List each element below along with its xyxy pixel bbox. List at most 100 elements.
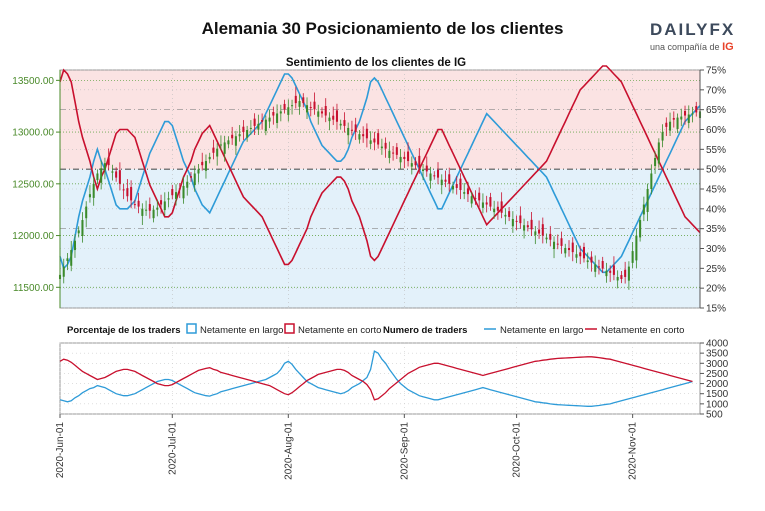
ig-logo: IG <box>722 41 734 53</box>
candle-down <box>335 110 338 122</box>
candle-down <box>474 198 477 200</box>
candle-down <box>624 269 627 277</box>
candle-up <box>631 251 634 263</box>
date-axis: 2020-Jun-01 2020-Jul-01 2020-Aug-01 2020-Se… <box>55 414 639 480</box>
candle-down <box>212 147 215 153</box>
legend-short-label: Netamente en corto <box>298 325 381 336</box>
candle-down <box>684 110 687 116</box>
candle-up <box>594 264 597 272</box>
candle-up <box>287 107 290 115</box>
legend-long-box-icon <box>186 323 197 334</box>
net-long-traders-line <box>59 350 693 407</box>
candle-down <box>189 176 193 178</box>
candle-down <box>302 97 305 104</box>
candle-down <box>418 155 421 168</box>
traders-chart-series <box>59 350 693 407</box>
candle-down <box>433 175 436 177</box>
candle-down <box>384 142 387 149</box>
date-tick-label: 2020-Sep-01 <box>399 422 410 480</box>
candle-up <box>175 192 178 199</box>
candle-up <box>257 123 260 130</box>
candle-up <box>227 140 230 145</box>
candle-up <box>156 207 159 210</box>
candle-down <box>466 188 469 195</box>
dailyfx-logo: DAILYFX <box>650 20 736 39</box>
candle-up <box>380 146 383 149</box>
candle-up <box>141 208 144 216</box>
candle-down <box>373 138 376 143</box>
candle-up <box>234 136 237 146</box>
candle-down <box>332 115 335 120</box>
percent-tick-label: 55% <box>706 145 726 156</box>
candle-up <box>635 235 638 261</box>
candle-down <box>324 106 327 116</box>
candle-down <box>530 219 533 230</box>
date-tick-label: 2020-Aug-01 <box>283 422 294 480</box>
legend-short-traders-label: Netamente en corto <box>601 325 684 336</box>
candle-down <box>283 103 286 110</box>
brand-tagline: una compañía de IG <box>650 41 750 53</box>
legend-long-label: Netamente en largo <box>200 325 283 336</box>
candle-up <box>204 161 207 171</box>
percent-tick-label: 60% <box>706 125 726 136</box>
candle-down <box>354 124 357 133</box>
candle-up <box>575 254 578 258</box>
candle-up <box>646 189 649 212</box>
price-tick-label: 13000.00 <box>12 128 54 139</box>
candle-down <box>489 197 492 207</box>
candle-up <box>193 173 196 186</box>
traders-tick-label: 2500 <box>706 369 729 380</box>
candle-up <box>639 220 642 238</box>
candle-down <box>130 186 133 201</box>
legend-long-traders-label: Netamente en largo <box>500 325 583 336</box>
candle-up <box>276 113 279 123</box>
traders-tick-label: 3500 <box>706 349 729 360</box>
candle-up <box>369 140 372 144</box>
candle-up <box>605 270 608 277</box>
candle-down <box>137 200 140 207</box>
candle-down <box>567 247 571 251</box>
candle-up <box>291 105 294 107</box>
legend-traders-label: Numero de traders <box>383 325 467 336</box>
bearish-zone <box>60 169 700 308</box>
candle-down <box>620 275 623 280</box>
percent-tick-label: 30% <box>706 244 726 255</box>
candle-up <box>111 171 114 173</box>
candle-down <box>253 118 256 126</box>
candle-up <box>676 117 679 129</box>
main-chart-title: Sentimiento de los clientes de IG <box>286 57 466 69</box>
candle-down <box>350 129 353 131</box>
traders-tick-label: 2000 <box>706 379 729 390</box>
candle-down <box>395 147 398 155</box>
candle-down <box>392 152 395 154</box>
candle-up <box>627 266 630 281</box>
candle-down <box>294 95 297 104</box>
candle-up <box>317 111 320 117</box>
legend-percentage-label: Porcentaje de los traders <box>67 325 181 336</box>
candle-up <box>470 196 473 204</box>
date-tick-label: 2020-Jun-01 <box>55 422 66 479</box>
candle-down <box>459 178 462 191</box>
candle-up <box>92 183 95 198</box>
candle-up <box>564 247 567 254</box>
candle-up <box>463 192 466 194</box>
candle-up <box>219 144 222 146</box>
candle-up <box>66 258 69 262</box>
candle-down <box>171 189 174 196</box>
price-tick-label: 12500.00 <box>12 179 54 190</box>
candle-up <box>504 214 507 217</box>
candle-down <box>115 171 118 178</box>
candle-up <box>687 114 690 123</box>
candle-down <box>496 206 499 211</box>
candle-up <box>534 231 537 235</box>
candle-up <box>642 204 645 215</box>
candle-down <box>231 134 234 139</box>
candle-up <box>654 157 657 167</box>
price-tick-label: 11500.00 <box>13 283 54 294</box>
candle-up <box>182 185 185 199</box>
candle-down <box>590 256 593 263</box>
traders-tick-label: 500 <box>706 410 723 421</box>
candle-down <box>508 211 511 217</box>
